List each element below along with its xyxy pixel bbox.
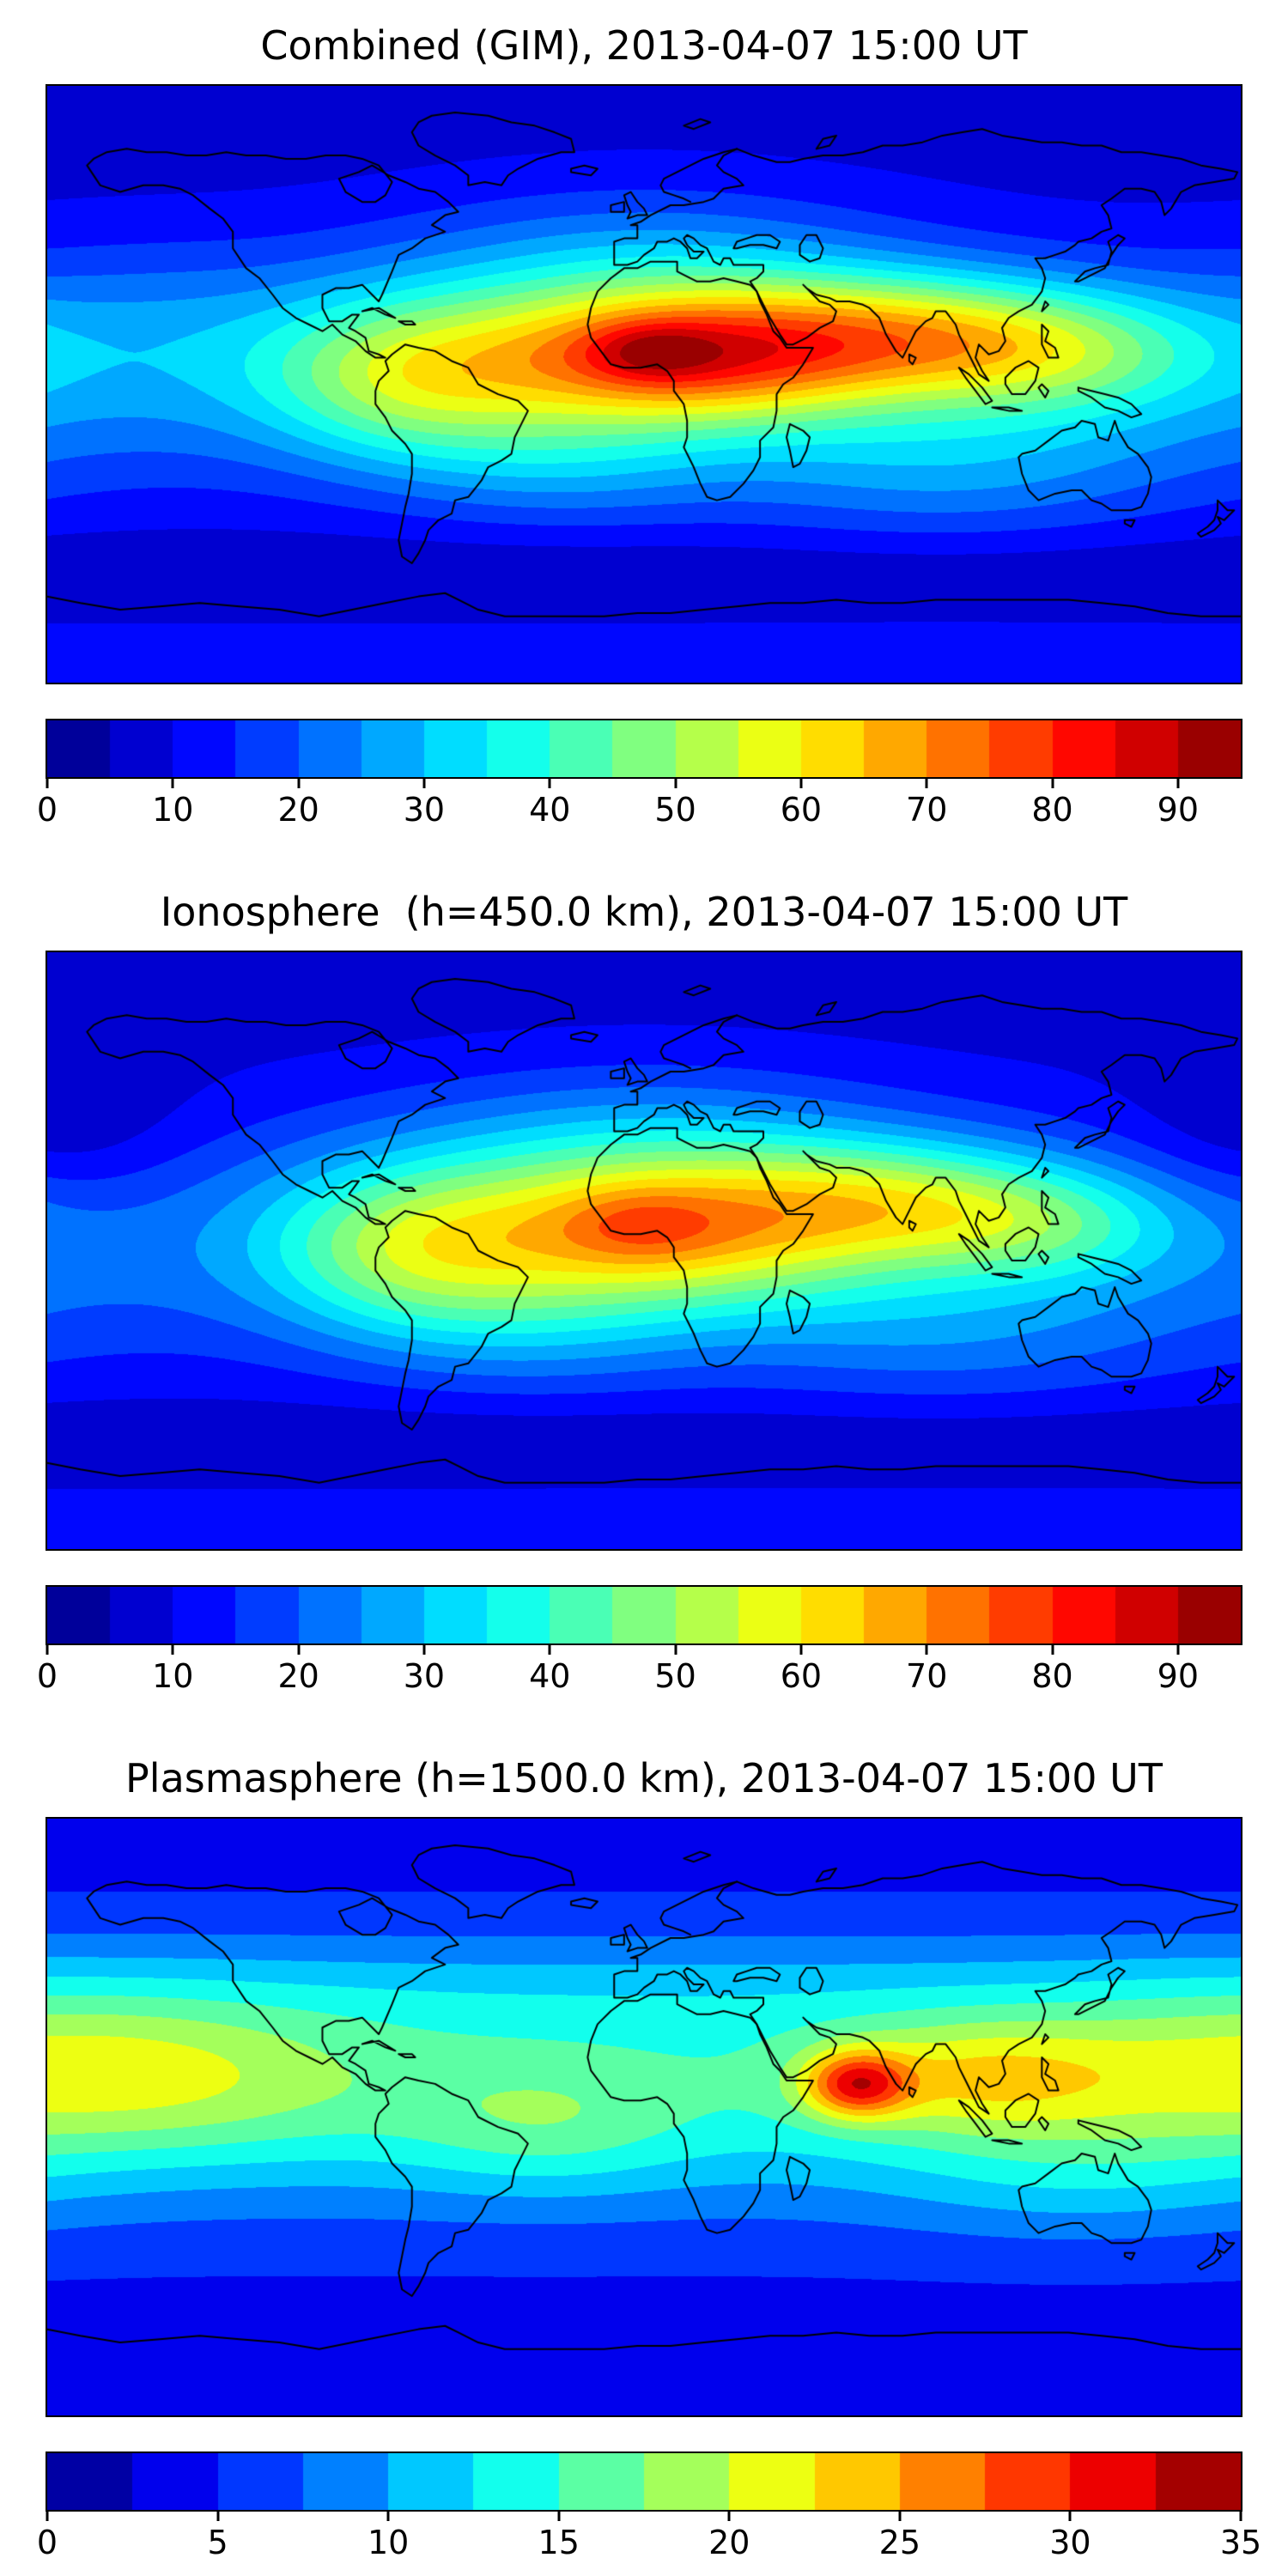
colorbar-tick-label: 35	[1219, 2524, 1262, 2561]
colorbar-tick	[422, 1645, 426, 1655]
colorbar-tick	[1051, 779, 1054, 788]
colorbar-tick-label: 60	[780, 1657, 823, 1695]
colorbar-tick	[674, 779, 677, 788]
colorbar-tick-label: 40	[529, 791, 571, 829]
colorbar-tick-label: 70	[906, 791, 948, 829]
colorbar-tick-label: 0	[36, 1657, 58, 1695]
colorbar-tick	[925, 779, 928, 788]
colorbar-frame-ionosphere	[46, 1585, 1242, 1645]
colorbar-tick	[898, 2512, 902, 2521]
colorbar-tick	[799, 779, 803, 788]
colorbar-tick-label: 50	[654, 1657, 696, 1695]
panel-title-plasmasphere: Plasmasphere (h=1500.0 km), 2013-04-07 1…	[125, 1755, 1163, 1801]
colorbar-tick-label: 10	[152, 1657, 194, 1695]
colorbar-tick	[386, 2512, 390, 2521]
colorbar-tick	[674, 1645, 677, 1655]
colorbar-tick-label: 5	[207, 2524, 228, 2561]
colorbar-tick-label: 30	[403, 791, 446, 829]
colorbar-tick-label: 80	[1031, 1657, 1073, 1695]
panel-title-ionosphere: Ionosphere (h=450.0 km), 2013-04-07 15:0…	[160, 889, 1128, 935]
colorbar-tick	[422, 779, 426, 788]
colorbar-tick-label: 10	[367, 2524, 410, 2561]
colorbar-frame-plasmasphere	[46, 2451, 1242, 2512]
panel-ionosphere: Ionosphere (h=450.0 km), 2013-04-07 15:0…	[37, 889, 1242, 1702]
map-canvas-2	[47, 1819, 1241, 2415]
colorbar-tick-label: 15	[538, 2524, 580, 2561]
colorbar-tick-label: 20	[277, 791, 319, 829]
colorbar-canvas-0	[47, 720, 1241, 777]
colorbar-tick	[925, 1645, 928, 1655]
colorbar-tick	[46, 1645, 49, 1655]
colorbar-tick-label: 40	[529, 1657, 571, 1695]
colorbar-tick-label: 0	[36, 791, 58, 829]
colorbar-tick	[548, 1645, 551, 1655]
colorbar-tick	[1051, 1645, 1054, 1655]
map-frame-combined	[46, 84, 1242, 684]
colorbar-tick	[548, 779, 551, 788]
colorbar-tick	[297, 1645, 301, 1655]
colorbar-frame-combined	[46, 719, 1242, 779]
colorbar-tick	[727, 2512, 731, 2521]
colorbar-tick-label: 20	[708, 2524, 750, 2561]
colorbar-tick	[171, 779, 174, 788]
colorbar-tick	[1068, 2512, 1072, 2521]
panel-combined-gim: Combined (GIM), 2013-04-07 15:00 UT 0 10 2…	[37, 22, 1242, 835]
colorbar-tick-label: 30	[403, 1657, 446, 1695]
colorbar-tick-label: 60	[780, 791, 823, 829]
colorbar-canvas-2	[47, 2453, 1241, 2510]
colorbar-tick	[799, 1645, 803, 1655]
colorbar-tick	[171, 1645, 174, 1655]
colorbar-tick-label: 90	[1157, 1657, 1200, 1695]
colorbar-tick-label: 10	[152, 791, 194, 829]
colorbar-ticks-1: 0 10 20 30 40 50 60 70 80 90	[37, 1645, 1241, 1702]
colorbar-tick-label: 0	[36, 2524, 58, 2561]
panel-title-combined: Combined (GIM), 2013-04-07 15:00 UT	[260, 22, 1028, 69]
colorbar-tick	[46, 779, 49, 788]
colorbar-tick-label: 30	[1049, 2524, 1091, 2561]
colorbar-tick-label: 90	[1157, 791, 1200, 829]
colorbar-tick-label: 50	[654, 791, 696, 829]
colorbar-canvas-1	[47, 1587, 1241, 1643]
colorbar-tick-label: 20	[277, 1657, 319, 1695]
colorbar-tick-label: 70	[906, 1657, 948, 1695]
colorbar-tick-label: 80	[1031, 791, 1073, 829]
colorbar-tick	[216, 2512, 220, 2521]
colorbar-tick	[297, 779, 301, 788]
colorbar-tick	[1239, 2512, 1242, 2521]
colorbar-tick-label: 25	[878, 2524, 921, 2561]
panel-plasmasphere: Plasmasphere (h=1500.0 km), 2013-04-07 1…	[37, 1755, 1261, 2568]
colorbar-tick	[1176, 1645, 1180, 1655]
map-canvas-1	[47, 952, 1241, 1549]
colorbar-tick	[1176, 779, 1180, 788]
colorbar-tick	[557, 2512, 561, 2521]
map-frame-ionosphere	[46, 951, 1242, 1551]
map-canvas-0	[47, 86, 1241, 683]
colorbar-ticks-2: 0 5 10 15 20 25 30 35	[37, 2512, 1261, 2568]
map-frame-plasmasphere	[46, 1817, 1242, 2417]
colorbar-tick	[46, 2512, 49, 2521]
colorbar-ticks-0: 0 10 20 30 40 50 60 70 80 90	[37, 779, 1241, 835]
